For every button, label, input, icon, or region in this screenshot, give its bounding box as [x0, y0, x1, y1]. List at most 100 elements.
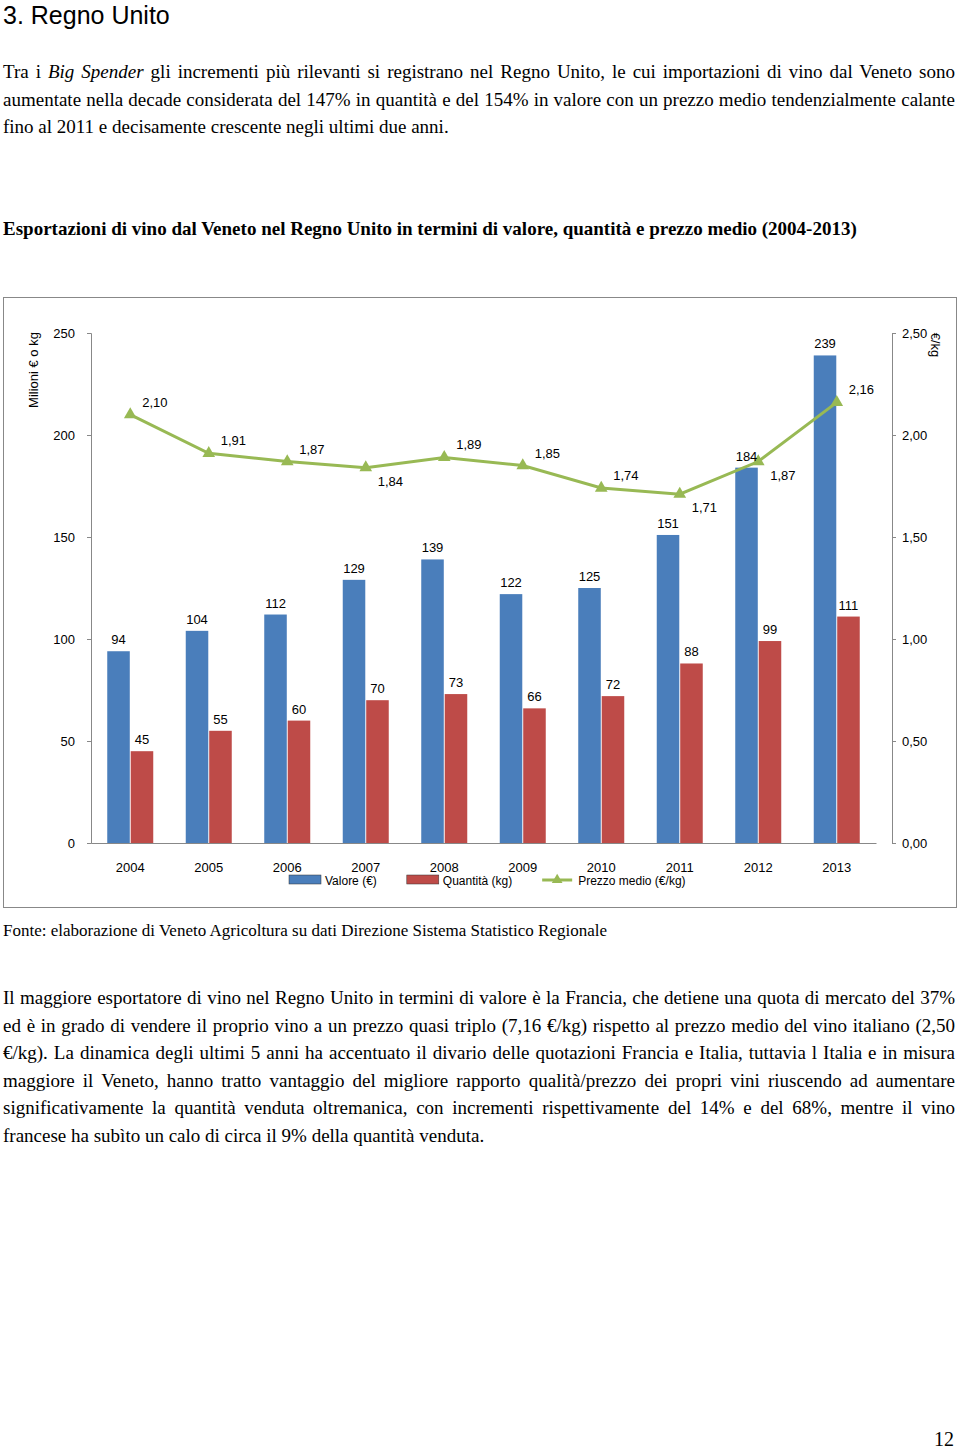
bar	[264, 615, 287, 843]
bar	[602, 696, 625, 843]
y-tick-label: 50	[61, 734, 75, 749]
x-tick-label: 2009	[508, 860, 537, 875]
bar-label: 73	[449, 675, 463, 690]
y-tick: 200	[53, 428, 91, 443]
bar-label: 129	[343, 561, 365, 576]
line	[130, 402, 837, 494]
x-tick-label: 2008	[430, 860, 459, 875]
bar	[500, 594, 523, 843]
line-marker	[830, 395, 843, 406]
x-tick-label: 2006	[273, 860, 302, 875]
y-axis-title: Milioni € o kg	[26, 332, 41, 408]
x-tick: 2007	[351, 860, 380, 875]
y2-tick-label: 0,00	[902, 836, 927, 851]
x-tick: 2004	[116, 860, 145, 875]
page-number: 12	[934, 1428, 954, 1451]
bar	[343, 580, 366, 843]
text-run: Tra i	[3, 61, 48, 82]
bar	[680, 663, 703, 843]
bar-label: 60	[292, 702, 306, 717]
y2-tick: 1,50	[892, 530, 927, 545]
bar	[288, 721, 311, 843]
bar-label: 184	[736, 449, 758, 464]
y2-tick-label: 1,00	[902, 632, 927, 647]
y-tick: 0	[68, 836, 91, 851]
y-tick: 250	[53, 326, 91, 341]
y-tick-label: 250	[53, 326, 75, 341]
y-tick-mark	[87, 843, 91, 844]
y2-tick: 0,50	[892, 734, 927, 749]
line-marker	[595, 481, 608, 492]
plot-marks	[107, 355, 860, 843]
bar	[421, 559, 444, 843]
line-marker	[516, 458, 529, 469]
y-axis: 050100150200250	[53, 326, 91, 851]
y-tick: 150	[53, 530, 91, 545]
y2-tick-mark	[892, 843, 896, 844]
y2-axis-line	[893, 334, 897, 844]
x-tick-label: 2010	[587, 860, 616, 875]
chart-frame	[4, 298, 957, 908]
chart: 0501001502002500,000,501,001,502,002,502…	[0, 0, 960, 1451]
y-tick-mark	[87, 741, 91, 742]
y2-tick-mark	[892, 639, 896, 640]
bar	[131, 751, 154, 843]
y2-tick-mark	[892, 333, 896, 334]
x-tick-label: 2007	[351, 860, 380, 875]
y-tick-mark	[87, 333, 91, 334]
legend-label: Quantità (kg)	[443, 874, 512, 888]
bar	[107, 651, 130, 843]
x-tick-label: 2005	[194, 860, 223, 875]
data-labels: 9410411212913912212515118423945556070736…	[111, 336, 874, 747]
x-tick: 2008	[430, 860, 459, 875]
bar-label: 122	[500, 575, 522, 590]
bar-label: 70	[370, 681, 384, 696]
y2-tick-mark	[892, 741, 896, 742]
y-tick-mark	[87, 435, 91, 436]
line-label: 1,87	[770, 468, 795, 483]
y2-tick-label: 0,50	[902, 734, 927, 749]
x-tick-label: 2004	[116, 860, 145, 875]
line-label: 2,10	[142, 395, 167, 410]
line-marker	[124, 407, 137, 418]
y-tick: 50	[61, 734, 91, 749]
bar-label: 104	[186, 612, 208, 627]
x-tick-label: 2011	[666, 860, 694, 875]
bar-label: 94	[111, 632, 125, 647]
legend: Valore (€)Quantità (kg)Prezzo medio (€/k…	[289, 874, 686, 888]
source-note: Fonte: elaborazione di Veneto Agricoltur…	[3, 920, 955, 942]
bar-label: 99	[763, 622, 777, 637]
line-marker	[202, 446, 215, 457]
x-axis-line	[92, 843, 877, 844]
line-label: 1,74	[613, 468, 638, 483]
bar-label: 239	[814, 336, 836, 351]
y2-tick: 2,00	[892, 428, 927, 443]
bar-label: 112	[265, 596, 286, 611]
legend-item: Prezzo medio (€/kg)	[542, 874, 685, 888]
y2-tick-label: 2,50	[902, 326, 927, 341]
chart-title: Esportazioni di vino dal Veneto nel Regn…	[3, 214, 955, 243]
bar-label: 151	[657, 516, 679, 531]
bar	[523, 708, 546, 843]
line-label: 1,89	[456, 437, 481, 452]
intro-paragraph: Tra i Big Spender gli incrementi più ril…	[3, 58, 955, 141]
x-tick: 2009	[508, 860, 537, 875]
bar	[366, 700, 389, 843]
text-run: gli incrementi più rilevanti si registra…	[3, 61, 955, 137]
y-tick-label: 150	[53, 530, 75, 545]
bar	[578, 588, 601, 843]
line-label: 1,85	[535, 446, 560, 461]
legend-swatch	[407, 875, 439, 884]
x-tick: 2010	[587, 860, 616, 875]
bar-label: 111	[839, 598, 859, 613]
x-tick: 2012	[744, 860, 773, 875]
line-label: 1,87	[299, 442, 324, 457]
y2-tick: 1,00	[892, 632, 927, 647]
x-tick: 2013	[822, 860, 851, 875]
heading: 3. Regno Unito	[3, 0, 955, 30]
bar-label: 139	[422, 540, 444, 555]
y2-tick: 0,00	[892, 836, 927, 851]
x-tick: 2006	[273, 860, 302, 875]
x-tick: 2011	[666, 860, 694, 875]
bar	[814, 355, 837, 843]
